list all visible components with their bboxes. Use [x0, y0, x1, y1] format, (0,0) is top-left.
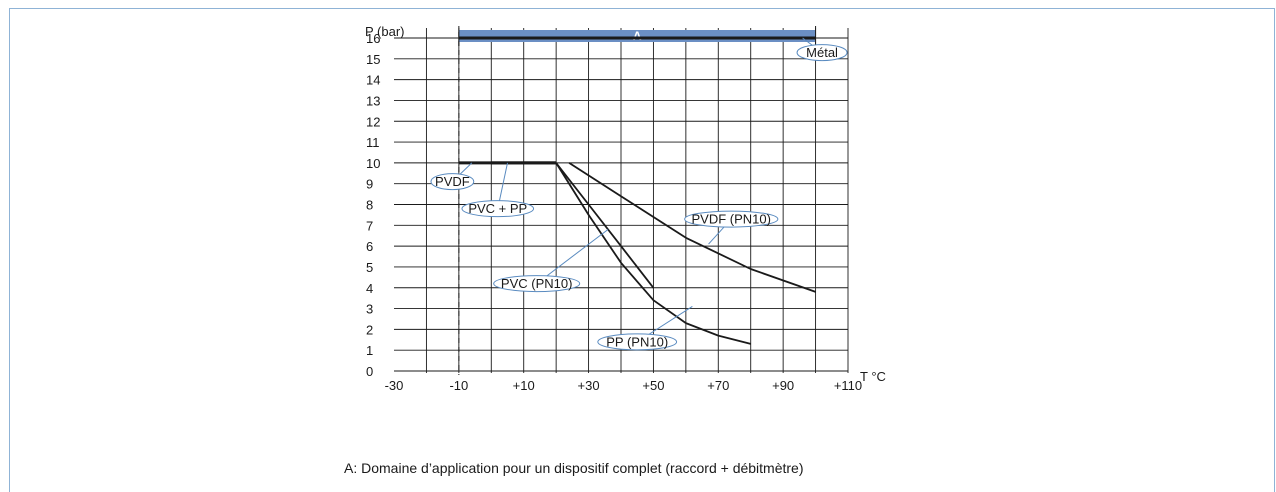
callout-bubble: [597, 333, 678, 351]
y-tick-label: 14: [366, 73, 380, 88]
y-tick-label: 0: [366, 364, 373, 379]
callout-label: PVDF: [435, 174, 470, 189]
y-tick-label: 6: [366, 239, 373, 254]
x-axis-label: T °C: [860, 369, 886, 384]
y-tick-label: 16: [366, 31, 380, 46]
y-tick-label: 2: [366, 322, 373, 337]
y-tick-label: 4: [366, 281, 373, 296]
callout-label: PVDF (PN10): [692, 212, 771, 227]
x-tick-label: +90: [772, 378, 794, 393]
y-tick-label: 5: [366, 260, 373, 275]
y-tick-label: 15: [366, 52, 380, 67]
domain-band-label: A: [633, 29, 642, 43]
grid: [394, 28, 849, 375]
callout-bubble: [493, 275, 581, 293]
y-tick-label: 11: [366, 135, 380, 150]
figure-caption: A: Domaine d’application pour un disposi…: [344, 460, 804, 476]
callout-bubble: [796, 44, 848, 62]
x-tick-label: -10: [449, 378, 468, 393]
y-axis-label: P (bar): [365, 24, 405, 39]
x-tick-label: -30: [385, 378, 404, 393]
y-tick-label: 10: [366, 156, 380, 171]
y-tick-label: 9: [366, 177, 373, 192]
series-line: [555, 162, 655, 289]
x-tick-label: +30: [578, 378, 600, 393]
series-line: [568, 162, 816, 293]
series-callouts: Métal PVDF PVC + PP PVDF (PN10) PVC (PN10) PP…: [430, 37, 848, 351]
y-tick-label: 1: [366, 343, 373, 358]
callout-label: PP (PN10): [606, 334, 668, 349]
y-tick-label: 8: [366, 198, 373, 213]
y-tick-label: 3: [366, 302, 373, 317]
y-tick-label: 13: [366, 93, 380, 108]
y-tick-label: 12: [366, 114, 380, 129]
series-line: [555, 162, 751, 345]
callout-label: Métal: [806, 45, 838, 60]
x-tick-label: +110: [834, 378, 862, 393]
series-lines: [458, 36, 816, 345]
application-domain-band: A: [458, 26, 817, 46]
callout-label: PVC (PN10): [501, 276, 573, 291]
callout-leader: [536, 229, 609, 284]
callout-bubble: [684, 210, 779, 228]
callout-bubble: [461, 200, 535, 218]
figure-panel: [9, 8, 1275, 492]
x-tick-label: +10: [513, 378, 535, 393]
x-tick-label: +50: [642, 378, 664, 393]
y-tick-label: 7: [366, 218, 373, 233]
callout-bubble: [430, 173, 475, 191]
callout-label: PVC + PP: [468, 201, 527, 216]
x-tick-label: +70: [707, 378, 729, 393]
